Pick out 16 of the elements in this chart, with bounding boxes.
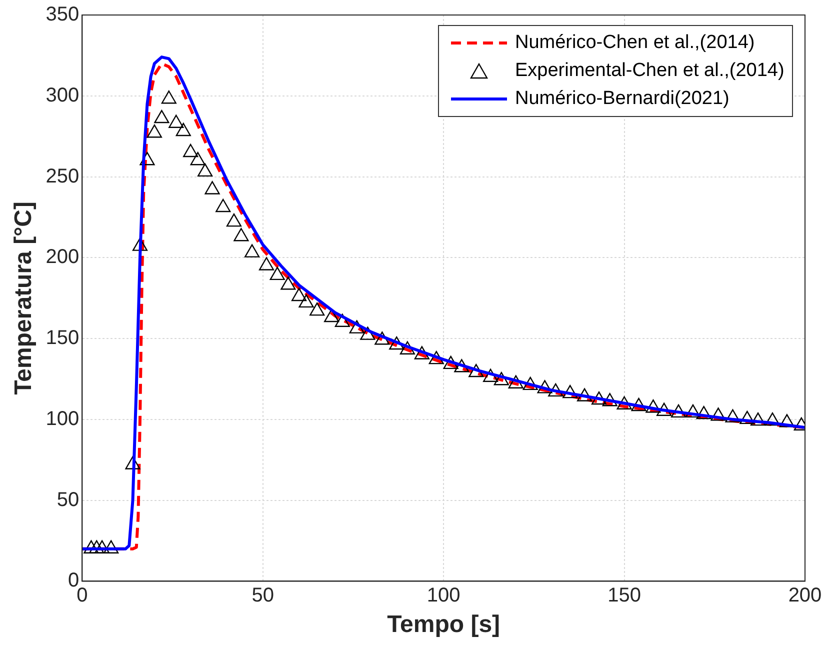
- y-tick-label: 350: [46, 4, 80, 26]
- x-tick-label: 50: [252, 584, 274, 607]
- y-tick-label: 150: [46, 327, 80, 350]
- x-tick-label: 200: [788, 584, 822, 607]
- y-tick-label: 200: [46, 246, 80, 268]
- legend-label: Numérico-Chen et al.,(2014): [515, 32, 755, 54]
- x-tick-label: 150: [608, 584, 641, 607]
- x-tick-label: 100: [426, 584, 460, 607]
- y-tick-label: 300: [46, 84, 80, 106]
- x-axis-title: Tempo [s]: [387, 611, 500, 638]
- legend-label: Experimental-Chen et al.,(2014): [515, 60, 784, 82]
- legend-label: Numérico-Bernardi(2021): [515, 88, 730, 110]
- y-tick-label: 250: [46, 165, 80, 188]
- y-tick-label: 100: [46, 408, 80, 430]
- y-axis-title: Temperatura [°C]: [10, 202, 38, 395]
- y-tick-label: 50: [56, 488, 80, 511]
